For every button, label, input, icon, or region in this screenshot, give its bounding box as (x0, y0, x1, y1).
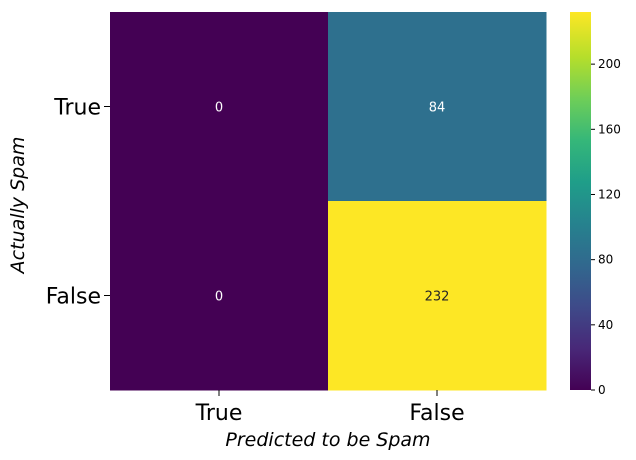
x-tick-label: False (409, 401, 464, 426)
heatmap-cell (328, 12, 547, 202)
colorbar-tick-label: 160 (598, 122, 621, 136)
heatmap-cell (110, 201, 329, 391)
colorbar-tick-label: 120 (598, 187, 621, 201)
heatmap-cells (110, 12, 547, 391)
colorbar-tick-label: 0 (598, 383, 606, 397)
x-tick-label: True (195, 401, 243, 426)
colorbar-tick-label: 40 (598, 318, 613, 332)
y-tick-label: False (46, 285, 101, 310)
colorbar-tick-label: 80 (598, 253, 613, 267)
cell-value-label: 0 (215, 101, 223, 116)
colorbar (570, 12, 591, 390)
heatmap-annotations: 0 84 0 232 (215, 101, 450, 305)
y-axis-label: Actually Spam (7, 137, 29, 276)
cell-value-label: 84 (429, 101, 446, 116)
colorbar-ticks: 0 40 80 120 160 200 (591, 57, 621, 397)
cell-value-label: 0 (215, 290, 223, 305)
heatmap-cell (328, 201, 547, 391)
axis-ticks: True False True False (46, 96, 465, 427)
y-tick-label: True (53, 96, 101, 121)
colorbar-tick-label: 200 (598, 57, 621, 71)
cell-value-label: 232 (425, 290, 450, 305)
x-axis-label: Predicted to be Spam (225, 429, 430, 451)
heatmap-cell (110, 12, 329, 202)
